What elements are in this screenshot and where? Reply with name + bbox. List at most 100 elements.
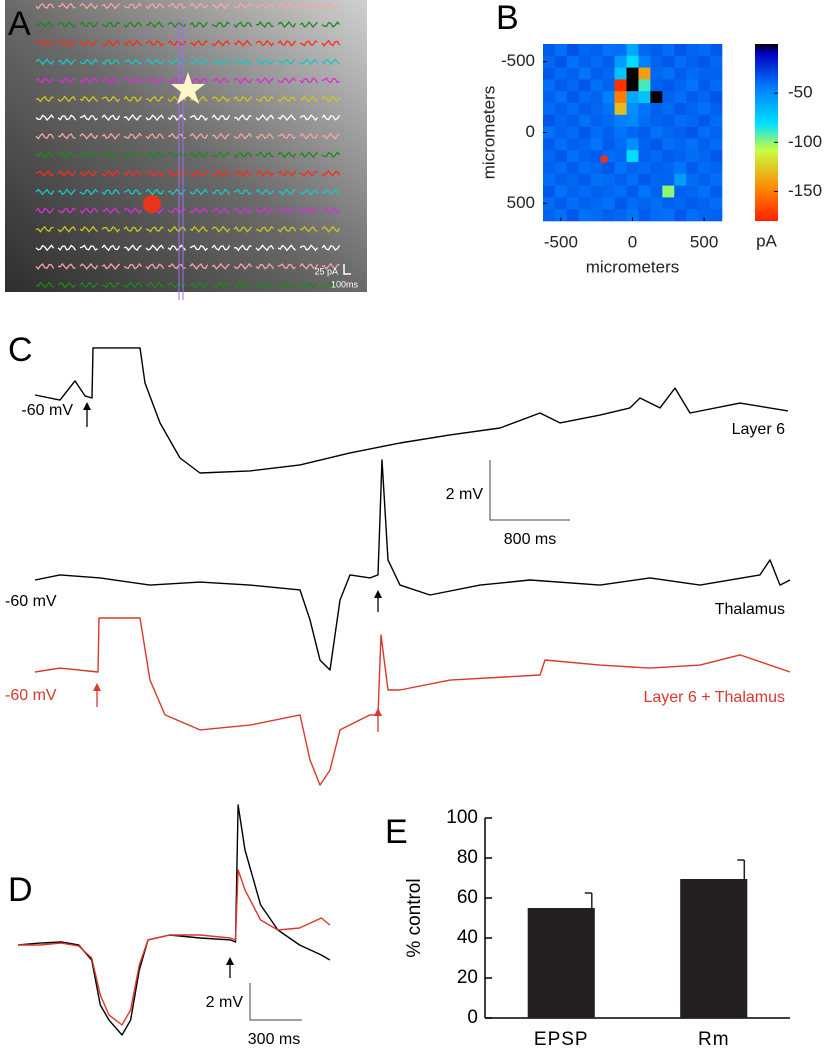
star bbox=[171, 72, 205, 104]
heat-cell bbox=[674, 185, 687, 198]
heat-cell bbox=[686, 44, 699, 57]
trace-glyph bbox=[35, 21, 54, 29]
heat-cell bbox=[698, 209, 711, 222]
heat-cell bbox=[602, 103, 615, 116]
heat-cell bbox=[674, 138, 687, 151]
trace-glyph bbox=[211, 21, 230, 28]
trace-glyph bbox=[35, 170, 54, 177]
trace-glyph bbox=[233, 76, 253, 84]
heat-cell bbox=[650, 67, 663, 80]
trace-glyph bbox=[277, 132, 296, 140]
heat-cell bbox=[614, 79, 627, 92]
trace-glyph bbox=[321, 262, 340, 270]
heat-cell bbox=[638, 209, 651, 222]
trace-glyph bbox=[255, 169, 275, 177]
trace-glyph bbox=[189, 58, 209, 66]
trace-glyph bbox=[35, 244, 55, 252]
trace-glyph bbox=[79, 169, 98, 177]
heat-cell bbox=[710, 150, 723, 163]
colorbar bbox=[755, 44, 778, 221]
heat-cell bbox=[578, 79, 592, 92]
trace-glyph bbox=[277, 58, 296, 66]
trace-glyph bbox=[79, 114, 98, 121]
heat-cell bbox=[662, 67, 675, 80]
trace-glyph bbox=[123, 132, 143, 140]
panel-a: A 25 pA 100ms bbox=[5, 0, 367, 300]
trace-glyph bbox=[233, 189, 252, 196]
heat-cell bbox=[578, 138, 592, 151]
trace-glyph bbox=[123, 21, 143, 29]
heat-cell bbox=[578, 197, 592, 210]
y-tick-label: 0 bbox=[467, 1007, 478, 1028]
heat-cell bbox=[614, 162, 627, 175]
heat-cell bbox=[626, 126, 639, 139]
heat-cell bbox=[698, 162, 711, 175]
trace-glyph bbox=[123, 2, 143, 10]
trace bbox=[17, 804, 331, 1036]
heat-cell bbox=[554, 55, 568, 68]
heat-cell bbox=[543, 185, 556, 198]
heat-cell bbox=[566, 173, 580, 186]
trace-glyph bbox=[321, 77, 340, 84]
panel-label: A bbox=[8, 5, 31, 43]
heat-cell bbox=[686, 173, 699, 186]
heat-cell bbox=[674, 162, 687, 175]
heat-cell bbox=[578, 150, 592, 163]
heat-cell bbox=[543, 209, 556, 222]
heat-cell bbox=[662, 44, 675, 57]
heat-cell bbox=[602, 162, 615, 175]
trace-glyph bbox=[233, 226, 253, 233]
trace-glyph bbox=[255, 225, 274, 233]
trace-glyph bbox=[299, 40, 318, 47]
scale-label: 25 pA bbox=[314, 266, 338, 276]
trace-glyph bbox=[189, 170, 208, 177]
trace-glyph bbox=[189, 281, 209, 289]
panel-label: D bbox=[8, 871, 33, 909]
heat-cell bbox=[602, 209, 615, 222]
trace-glyph bbox=[255, 132, 275, 140]
heat-cell bbox=[662, 79, 675, 92]
trace-glyph bbox=[189, 188, 209, 196]
trace-glyph bbox=[189, 207, 209, 215]
heat-cell bbox=[674, 55, 687, 68]
heat-cell bbox=[554, 126, 568, 139]
trace bbox=[34, 347, 789, 474]
heat-cell bbox=[543, 150, 556, 163]
stim-arrow-head bbox=[226, 957, 234, 965]
trace-glyph bbox=[35, 40, 54, 47]
heat-cell bbox=[590, 209, 603, 222]
heat-cell bbox=[698, 114, 711, 127]
x-tick-label: 0 bbox=[628, 232, 637, 251]
trace-glyph bbox=[101, 76, 120, 84]
heat-cell bbox=[710, 103, 723, 116]
trace-glyph bbox=[211, 169, 231, 177]
trace-glyph bbox=[145, 244, 165, 252]
heat-cell bbox=[602, 55, 615, 68]
trace-glyph bbox=[79, 76, 99, 84]
heat-cell bbox=[566, 67, 580, 80]
trace-glyph bbox=[145, 188, 165, 196]
trace-glyph bbox=[321, 169, 341, 177]
panel-e: E 0 20 40 60 80 100 % control EPSP Rm bbox=[385, 807, 790, 1050]
y-tick-label: 500 bbox=[507, 193, 535, 212]
trace-glyph bbox=[255, 188, 275, 196]
heat-cell bbox=[698, 126, 711, 139]
scale-label: 300 ms bbox=[248, 1031, 300, 1048]
trace-glyph bbox=[123, 76, 143, 84]
trace-glyph bbox=[255, 58, 275, 66]
trace-glyph bbox=[321, 281, 341, 289]
heat-cell bbox=[698, 185, 711, 198]
trace-glyph bbox=[233, 39, 252, 47]
baseline-label: -60 mV bbox=[21, 402, 73, 419]
heat-cell bbox=[543, 67, 556, 80]
heat-cell bbox=[566, 91, 580, 104]
trace-glyph bbox=[145, 95, 164, 103]
heat-cell bbox=[626, 79, 639, 92]
heat-cell bbox=[638, 103, 651, 116]
trace-glyph bbox=[101, 114, 121, 122]
heat-cell bbox=[698, 67, 711, 80]
panel-c: C Layer 6 -60 mV Thalamus -60 mV Layer 6 + Th… bbox=[5, 331, 791, 786]
trace-glyph bbox=[233, 262, 253, 270]
heat-cell bbox=[638, 67, 651, 80]
